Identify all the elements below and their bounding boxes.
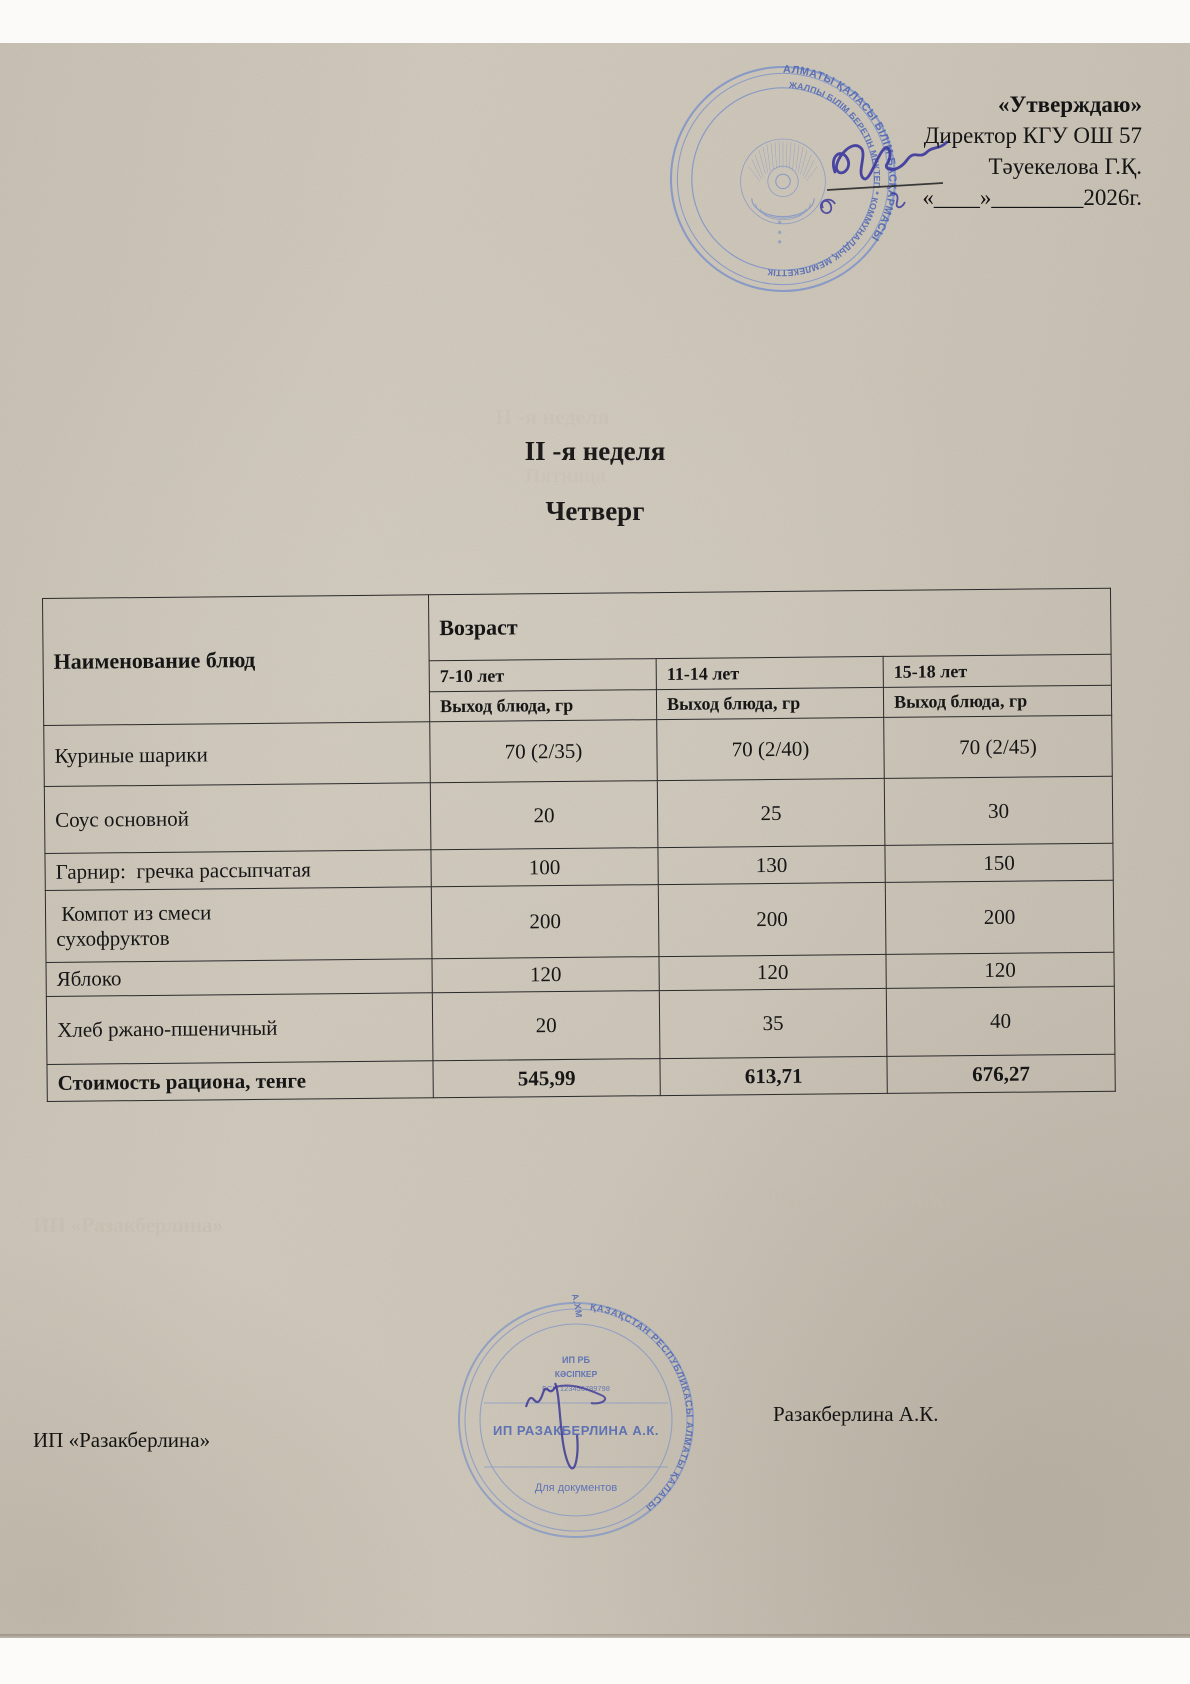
- svg-text:Для документов: Для документов: [535, 1482, 618, 1494]
- svg-text:*: *: [778, 229, 781, 238]
- svg-text:КӘСІПКЕР: КӘСІПКЕР: [555, 1369, 598, 1379]
- svg-text:*: *: [778, 219, 781, 228]
- svg-text:ИП РБ: ИП РБ: [562, 1355, 590, 1365]
- svg-text:*: *: [778, 238, 781, 247]
- svg-text:РАСПИСАНИЕ КАЗАХСТАН ТОО СТ А.: РАСПИСАНИЕ КАЗАХСТАН ТОО СТ А.ХМ: [451, 1295, 584, 1318]
